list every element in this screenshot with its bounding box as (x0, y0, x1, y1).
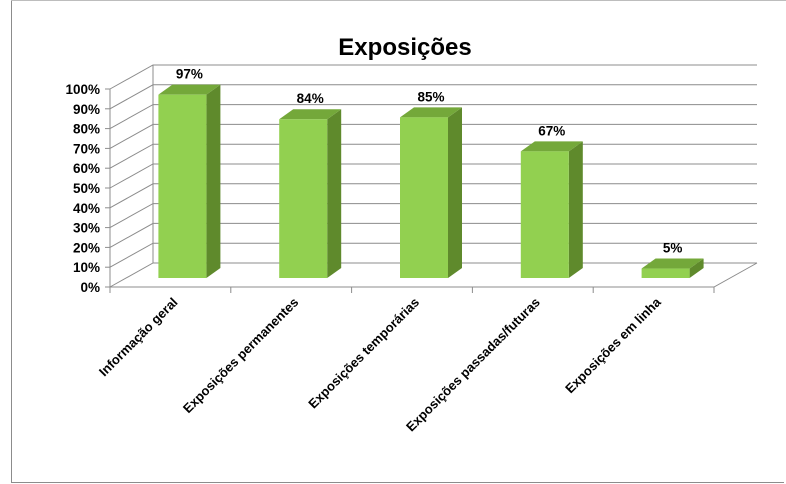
bar (158, 84, 221, 278)
bar (641, 258, 704, 278)
bar-front (520, 151, 569, 278)
data-label: 5% (663, 241, 683, 256)
bar (520, 141, 583, 278)
x-tick-label: Exposições em linha (562, 294, 664, 396)
chart-frame (11, 0, 784, 483)
y-tick-label: 0% (80, 280, 100, 295)
x-tick-label: Exposições temporárias (305, 295, 422, 412)
bar-top (400, 107, 462, 118)
y-tick-label: 20% (73, 240, 100, 255)
bar-front (279, 119, 328, 279)
data-label: 85% (417, 89, 444, 104)
y-axis-tick-labels: 0% 10% 20% 30% 40% 50% 60% 70% 80% 90% 100% (65, 82, 100, 295)
bar-front (158, 94, 207, 278)
y-tick-label: 70% (73, 141, 100, 156)
bar-side (568, 141, 583, 278)
bar-top (158, 84, 221, 95)
chart-frame-top-edge (11, 0, 786, 1)
bar-side (448, 107, 462, 278)
y-tick-label: 60% (73, 161, 100, 176)
x-tick-label: Exposições permanentes (180, 295, 301, 416)
bar-top (279, 109, 342, 120)
data-label: 67% (538, 123, 565, 138)
y-tick-label: 100% (65, 82, 100, 97)
bar-side (689, 258, 704, 278)
x-axis-tick-labels: Informação geral Exposições permanentes Ex… (96, 294, 664, 434)
x-tick-label: Informação geral (96, 295, 181, 380)
bar-front (641, 268, 690, 278)
y-tick-label: 40% (73, 201, 100, 216)
data-label: 97% (176, 67, 203, 82)
y-tick-label: 50% (73, 181, 100, 196)
y-tick-label: 10% (73, 260, 100, 275)
bar-top (520, 141, 583, 152)
bar-side (327, 109, 342, 279)
bars (158, 84, 704, 279)
bar (279, 109, 342, 279)
bar-front (400, 117, 448, 278)
data-label: 84% (297, 91, 324, 106)
x-tick-label: Exposições passadas/futuras (403, 295, 543, 435)
bar-side (206, 84, 221, 278)
chart-title: Exposições (338, 34, 471, 61)
y-tick-label: 90% (73, 102, 100, 117)
y-tick-label: 80% (73, 122, 100, 137)
data-labels: 97% 84% 85% 67% 5% (176, 67, 682, 256)
bar-top (641, 258, 704, 269)
y-tick-label: 30% (73, 221, 100, 236)
bar (400, 107, 462, 278)
